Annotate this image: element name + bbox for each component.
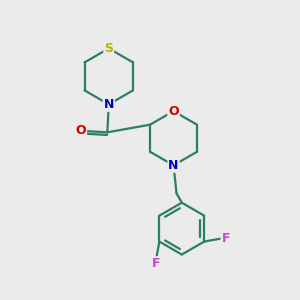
Text: O: O — [76, 124, 86, 137]
Text: S: S — [104, 42, 113, 55]
Text: O: O — [168, 105, 179, 118]
Text: F: F — [152, 257, 161, 270]
Text: N: N — [168, 159, 179, 172]
Text: F: F — [221, 232, 230, 245]
Text: N: N — [103, 98, 114, 111]
